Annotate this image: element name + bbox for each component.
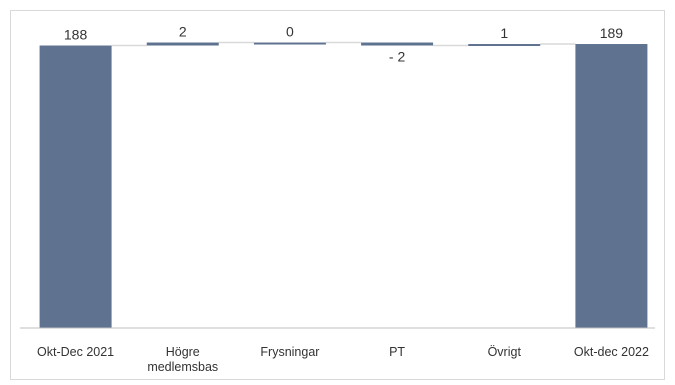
chart-frame — [10, 10, 665, 380]
data-label: 188 — [64, 27, 88, 43]
bar-delta — [468, 44, 541, 47]
category-label: PT — [389, 345, 405, 359]
category-label: Okt-Dec 2021 — [37, 345, 114, 359]
category-label: Frysningar — [260, 345, 319, 359]
bar-delta — [361, 42, 434, 46]
category-label: Högre — [166, 345, 200, 359]
category-label: Övrigt — [488, 345, 522, 359]
data-label: 0 — [286, 24, 294, 40]
data-label: 1 — [500, 25, 508, 41]
data-label: - 2 — [389, 49, 406, 65]
category-label: medlemsbas — [147, 360, 218, 374]
bar-delta — [146, 42, 219, 46]
bar-total — [39, 45, 112, 329]
bar-total — [575, 44, 648, 329]
data-label: 2 — [179, 24, 187, 40]
category-label: Okt-dec 2022 — [574, 345, 649, 359]
data-label: 189 — [600, 25, 624, 41]
bar-delta — [253, 42, 326, 45]
